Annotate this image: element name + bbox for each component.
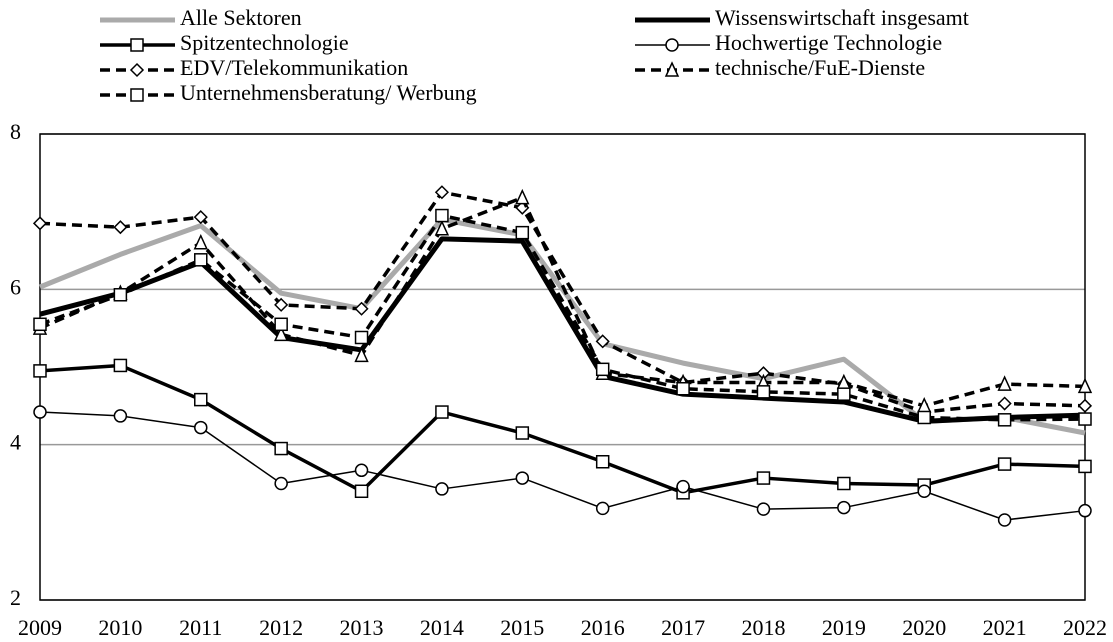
data-point (354, 463, 369, 478)
data-point (917, 410, 931, 425)
data-point (1077, 398, 1093, 413)
legend-label: Unternehmensberatung/ Werbung (180, 80, 477, 105)
data-point (434, 219, 450, 236)
data-point (434, 185, 449, 200)
legend-label: Wissenswirtschaft insgesamt (715, 5, 969, 30)
data-point (435, 482, 449, 496)
data-point (515, 471, 530, 485)
legend-marker (130, 38, 144, 52)
data-point (595, 455, 610, 469)
data-point (595, 334, 610, 349)
data-point (193, 210, 208, 225)
x-tick-label: 2013 (340, 615, 384, 640)
data-point (1078, 459, 1092, 474)
data-point (756, 385, 771, 399)
x-tick-label: 2015 (500, 615, 544, 640)
data-point (33, 405, 47, 419)
legend-label: EDV/Telekommunikation (180, 55, 408, 80)
data-point (595, 501, 610, 516)
data-point (435, 208, 449, 223)
y-tick-label: 4 (10, 430, 21, 455)
data-point (193, 233, 208, 250)
data-point (274, 441, 288, 456)
x-tick-label: 2017 (661, 615, 705, 640)
legend-label: Alle Sektoren (180, 5, 302, 30)
data-point (113, 220, 128, 235)
data-point (515, 188, 530, 205)
data-point (515, 225, 530, 240)
legend-marker (664, 61, 680, 77)
data-point (997, 413, 1012, 427)
legend-marker (129, 62, 145, 78)
legend-marker (665, 38, 679, 52)
series-line (39, 195, 1086, 408)
y-tick-label: 2 (10, 585, 21, 610)
data-point (1078, 503, 1092, 518)
x-tick-label: 2010 (98, 615, 142, 640)
data-point (756, 471, 771, 485)
data-point (837, 476, 851, 491)
data-point (32, 216, 48, 231)
series-line (39, 236, 1086, 424)
data-point (756, 502, 771, 516)
data-point (354, 301, 369, 316)
data-point (997, 457, 1012, 471)
data-point (274, 476, 288, 491)
data-point (676, 381, 690, 396)
x-tick-label: 2014 (420, 615, 464, 640)
x-tick-label: 2011 (179, 615, 222, 640)
series-line (39, 190, 1086, 414)
x-tick-label: 2020 (902, 615, 946, 640)
data-point (33, 317, 47, 332)
data-point (917, 484, 931, 499)
data-point (837, 500, 851, 515)
legend-label: Hochwertige Technologie (715, 30, 942, 55)
data-point (354, 330, 369, 345)
data-point (113, 288, 128, 302)
data-point (837, 387, 851, 401)
data-point (997, 513, 1012, 527)
x-tick-label: 2021 (983, 615, 1027, 640)
data-point (997, 375, 1012, 391)
y-tick-label: 6 (10, 274, 21, 299)
data-point (113, 409, 128, 423)
legend-label: Spitzentechnologie (180, 30, 349, 55)
x-tick-label: 2012 (259, 615, 303, 640)
legend-marker (130, 88, 144, 102)
x-tick-label: 2016 (581, 615, 625, 640)
data-point (274, 317, 288, 332)
data-point (113, 358, 128, 373)
series-line (39, 411, 1086, 521)
data-point (435, 405, 449, 419)
data-point (194, 392, 208, 407)
x-tick-label: 2019 (822, 615, 866, 640)
data-point (274, 297, 289, 312)
plot-frame (39, 133, 1086, 601)
y-tick-label: 8 (10, 119, 21, 144)
data-point (354, 484, 369, 499)
x-tick-label: 2009 (18, 615, 62, 640)
data-point (194, 420, 208, 435)
data-point (194, 253, 208, 267)
data-point (33, 364, 47, 378)
data-point (1077, 377, 1093, 394)
x-tick-label: 2018 (741, 615, 785, 640)
data-point (997, 396, 1012, 411)
series-line (39, 363, 1086, 495)
data-point (273, 325, 289, 342)
data-point (354, 346, 369, 363)
data-point (515, 426, 530, 440)
data-point (676, 479, 690, 494)
data-point (595, 362, 610, 377)
data-point (1078, 412, 1092, 426)
series-line (39, 213, 1086, 422)
legend-label: technische/FuE-Dienste (715, 55, 925, 80)
x-tick-label: 2022 (1063, 615, 1107, 640)
